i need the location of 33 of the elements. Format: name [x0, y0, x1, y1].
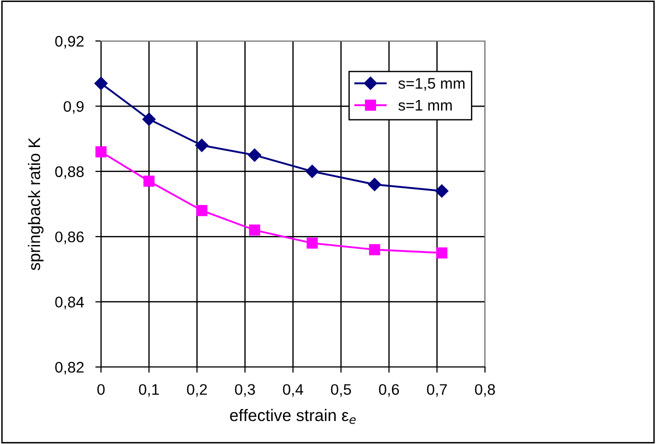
y-tick-label: 0,92 [55, 36, 84, 48]
x-tick-label: 0,3 [234, 384, 255, 397]
y-tick-label: 0,86 [55, 231, 84, 244]
y-tick-label: 0,82 [55, 362, 84, 374]
x-tick-label: 0,4 [282, 384, 304, 397]
point [249, 224, 260, 236]
point [306, 164, 319, 178]
y-tick-label: 0,88 [55, 166, 84, 179]
legend-label: s=1 mm [398, 100, 452, 111]
x-tick-label: 0,8 [474, 384, 495, 397]
point [369, 244, 380, 256]
point [248, 148, 262, 162]
x-tick-label: 0,1 [138, 384, 159, 397]
point [368, 178, 382, 192]
point [142, 112, 156, 126]
point [195, 138, 208, 152]
point [196, 204, 208, 216]
y-tick-label: 0,84 [55, 296, 84, 310]
point [143, 176, 155, 187]
x-tick-label: 0,5 [330, 384, 351, 397]
y-tick-label: 0,9 [64, 101, 84, 114]
legend-label: s=1,5 mm [398, 78, 464, 91]
point [435, 184, 448, 198]
x-tick-label: 0 [97, 384, 105, 395]
y-axis-title: springback ratio K [28, 137, 44, 270]
point [436, 247, 448, 258]
point [306, 238, 318, 249]
point [95, 146, 107, 158]
x-tick-label: 0,2 [186, 384, 207, 397]
x-axis-title: effective strain ε$_{e}$ [230, 408, 356, 424]
point [94, 76, 108, 90]
x-tick-label: 0,6 [378, 384, 399, 397]
x-tick-label: 0,7 [426, 384, 447, 397]
